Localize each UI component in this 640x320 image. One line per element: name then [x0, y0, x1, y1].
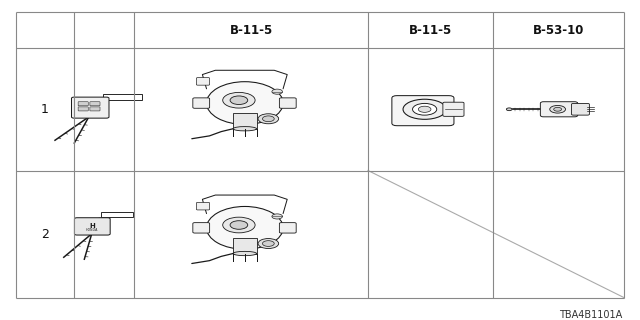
Text: B-53-10: B-53-10: [532, 24, 584, 37]
Ellipse shape: [258, 114, 278, 124]
Ellipse shape: [223, 92, 255, 108]
Text: 1: 1: [41, 103, 49, 116]
FancyBboxPatch shape: [78, 102, 88, 106]
Bar: [233, 238, 257, 253]
Ellipse shape: [403, 99, 446, 119]
Text: B-11-5: B-11-5: [230, 24, 273, 37]
FancyBboxPatch shape: [196, 78, 209, 85]
FancyBboxPatch shape: [572, 103, 589, 115]
Text: B-11-5: B-11-5: [409, 24, 452, 37]
Text: HONDA: HONDA: [86, 228, 99, 232]
Ellipse shape: [554, 108, 561, 111]
FancyBboxPatch shape: [193, 98, 210, 108]
Bar: [104, 93, 142, 100]
FancyBboxPatch shape: [193, 223, 210, 233]
Bar: [233, 113, 257, 129]
Ellipse shape: [262, 241, 274, 246]
Text: H: H: [90, 223, 95, 229]
Ellipse shape: [233, 252, 257, 256]
FancyBboxPatch shape: [74, 218, 110, 235]
Text: TBA4B1101A: TBA4B1101A: [559, 310, 623, 320]
Ellipse shape: [272, 89, 282, 94]
Ellipse shape: [223, 217, 255, 233]
Ellipse shape: [207, 206, 283, 249]
Ellipse shape: [230, 96, 248, 105]
FancyBboxPatch shape: [196, 203, 209, 210]
Ellipse shape: [419, 106, 431, 112]
Ellipse shape: [272, 214, 282, 219]
Ellipse shape: [262, 116, 274, 122]
Ellipse shape: [258, 238, 278, 249]
Ellipse shape: [207, 82, 283, 124]
Text: 2: 2: [41, 228, 49, 241]
FancyBboxPatch shape: [392, 96, 454, 126]
Bar: [100, 212, 133, 217]
FancyBboxPatch shape: [90, 107, 100, 111]
FancyBboxPatch shape: [540, 102, 578, 117]
FancyBboxPatch shape: [443, 102, 464, 116]
Ellipse shape: [233, 127, 257, 131]
Ellipse shape: [506, 108, 512, 111]
Ellipse shape: [97, 218, 105, 222]
FancyBboxPatch shape: [280, 98, 296, 108]
FancyBboxPatch shape: [78, 107, 88, 111]
Ellipse shape: [97, 101, 107, 106]
FancyBboxPatch shape: [90, 102, 100, 106]
Ellipse shape: [230, 221, 248, 229]
Ellipse shape: [413, 103, 436, 115]
Ellipse shape: [550, 106, 566, 113]
FancyBboxPatch shape: [280, 223, 296, 233]
FancyBboxPatch shape: [72, 97, 109, 118]
